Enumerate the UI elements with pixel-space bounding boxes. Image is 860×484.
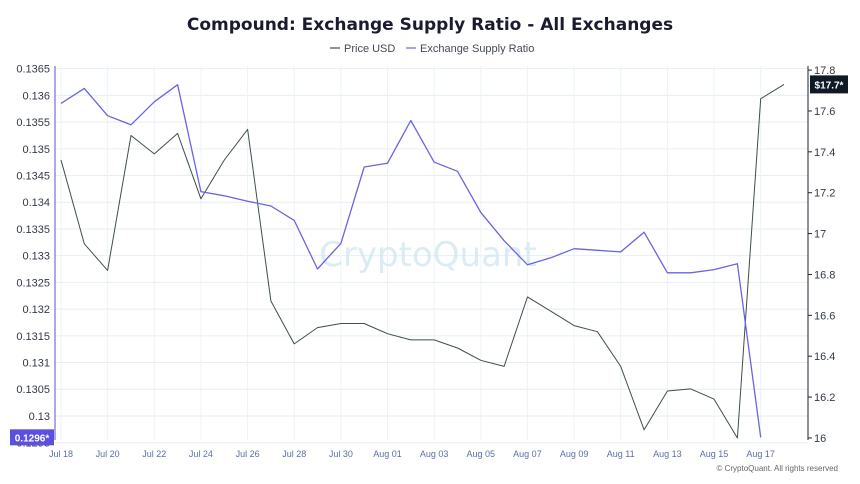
right-last-value-bg [810,75,848,94]
right-tick-label: 17.8 [814,65,835,77]
legend: Price USD Exchange Supply Ratio [330,43,534,55]
x-tick-label: Jul 30 [329,449,353,459]
x-tick-label: Aug 11 [607,449,635,459]
x-tick-label: Aug 07 [513,449,542,459]
right-tick-label: 16.2 [814,392,835,404]
left-last-value-label: 0.1296* [15,433,50,444]
left-tick-label: 0.135 [22,144,50,156]
right-tick-label: 16.4 [814,351,835,363]
left-tick-label: 0.1355 [16,117,50,129]
left-tick-label: 0.1315 [16,331,50,343]
x-axis-ticks: Jul 18 Jul 20 Jul 22 Jul 24 Jul 26 Jul 28 Jul … [49,449,775,459]
x-tick-label: Aug 01 [373,449,402,459]
right-tick-label: 16.6 [814,310,835,322]
left-tick-label: 0.132 [22,304,50,316]
x-tick-label: Aug 05 [467,449,496,459]
left-tick-label: 0.133 [22,251,50,263]
legend-label-price: Price USD [344,43,395,55]
x-tick-label: Aug 17 [746,449,775,459]
x-tick-label: Aug 03 [420,449,449,459]
x-tick-label: Jul 28 [282,449,306,459]
left-tick-label: 0.136 [22,90,50,102]
left-tick-label: 0.1325 [16,277,50,289]
watermark: CryptoQuant [319,235,537,275]
x-tick-label: Jul 26 [236,449,260,459]
legend-label-supply-ratio: Exchange Supply Ratio [420,43,534,55]
x-tick-label: Jul 24 [189,449,213,459]
left-tick-label: 0.1345 [16,171,50,183]
series-line-price-usd [60,83,785,439]
right-last-value-label: $17.7* [815,80,844,91]
left-tick-label: 0.134 [22,197,50,209]
x-tick-label: Aug 09 [560,449,589,459]
right-tick-label: 17.6 [814,106,835,118]
x-tick-label: Jul 18 [49,449,73,459]
left-tick-label: 0.1305 [16,384,50,396]
right-tick-label: 17.2 [814,188,835,200]
left-last-value-bg [10,429,54,446]
x-tick-label: Jul 22 [142,449,166,459]
x-tick-label: Aug 13 [653,449,682,459]
left-tick-label: 0.13 [29,411,50,423]
credit: © CryptoQuant. All rights reserved [717,464,839,473]
legend-item-price[interactable]: Price USD [330,43,395,55]
x-tick-label: Jul 20 [96,449,120,459]
x-tick-label: Aug 15 [700,449,729,459]
right-tick-label: 16 [814,433,826,445]
left-tick-label: 0.1335 [16,224,50,236]
series-lines [60,83,785,439]
right-last-value-badge: $17.7* [810,75,848,94]
left-tick-label: 0.131 [22,358,50,370]
left-last-value-badge: 0.1296* [10,429,54,446]
left-tick-label: 0.1365 [16,64,50,76]
left-axis-ticks: 0.1365 0.136 0.1355 0.135 0.1345 0.134 0.1335 0… [16,64,50,450]
grid [55,66,808,444]
right-tick-label: 17.4 [814,147,835,159]
legend-item-supply-ratio[interactable]: Exchange Supply Ratio [406,43,534,55]
chart-title: Compound: Exchange Supply Ratio - All Ex… [187,15,673,35]
right-tick-label: 17 [814,229,826,241]
series-line-exchange-supply-ratio [60,84,762,438]
right-axis-ticks: 17.8 17.6 17.4 17.2 17 16.8 16.6 16.4 16.2 16 [808,65,835,445]
right-tick-label: 16.8 [814,269,835,281]
